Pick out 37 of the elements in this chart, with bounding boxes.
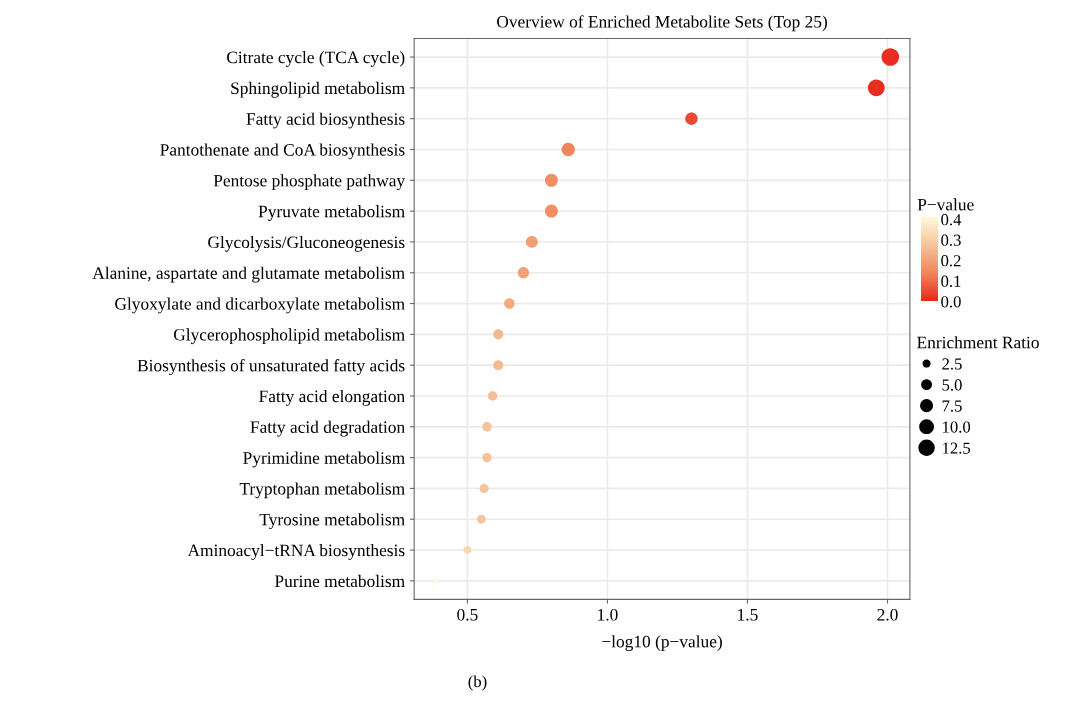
x-tick-label: 1.5 <box>738 608 758 621</box>
chart-title: Overview of Enriched Metabolite Sets (Top 25) <box>497 15 827 32</box>
x-tick-label: 0.5 <box>457 608 478 621</box>
y-tick-label: Fatty acid biosynthesis <box>246 112 405 129</box>
y-tick-label: Tyrosine metabolism <box>259 513 405 530</box>
y-tick-label: Pentose phosphate pathway <box>213 174 406 191</box>
y-tick-label: Pantothenate and CoA biosynthesis <box>160 143 405 160</box>
y-tick-label: Glycolysis/Gluconeogenesis <box>208 235 405 252</box>
color-bar-label: 0.2 <box>941 255 961 267</box>
color-bar-label: 0.1 <box>941 275 961 287</box>
legend-label: 5.0 <box>942 379 962 391</box>
legend-label: 2.5 <box>942 358 962 370</box>
x-axis-title: −log10 (p−value) <box>602 635 722 652</box>
text: (b) <box>468 675 487 691</box>
y-tick-label: Glycerophospholipid metabolism <box>173 328 405 345</box>
color-bar-label: 0.0 <box>941 296 961 308</box>
y-tick-label: Biosynthesis of unsaturated fatty acids <box>137 359 405 376</box>
legend-label: 10.0 <box>943 421 971 433</box>
y-tick-label: Citrate cycle (TCA cycle) <box>227 51 405 67</box>
legend-title: Enrichment Ratio <box>917 336 1039 349</box>
y-tick-label: Fatty acid elongation <box>259 389 405 406</box>
color-bar-title: P−value <box>917 198 974 211</box>
color-bar-label: 0.4 <box>941 214 962 226</box>
y-tick-label: Pyruvate metabolism <box>258 205 405 221</box>
x-tick-label: 1.0 <box>598 608 618 621</box>
y-tick-label: Tryptophan metabolism <box>239 482 405 499</box>
y-tick-label: Fatty acid degradation <box>250 420 405 437</box>
legend-label: 7.5 <box>942 400 962 412</box>
y-tick-label: Glyoxylate and dicarboxylate metabolism <box>115 297 405 314</box>
y-tick-label: Aminoacyl−tRNA biosynthesis <box>187 544 405 560</box>
y-tick-label: Sphingolipid metabolism <box>231 81 405 98</box>
y-tick-label: Alanine, aspartate and glutamate metabolism <box>92 266 405 283</box>
color-bar-label: 0.3 <box>941 234 961 246</box>
legend-label: 12.5 <box>943 442 971 454</box>
x-tick-label: 2.0 <box>877 608 898 621</box>
y-tick-label: Pyrimidine metabolism <box>243 451 405 468</box>
y-tick-label: Purine metabolism <box>274 574 405 588</box>
